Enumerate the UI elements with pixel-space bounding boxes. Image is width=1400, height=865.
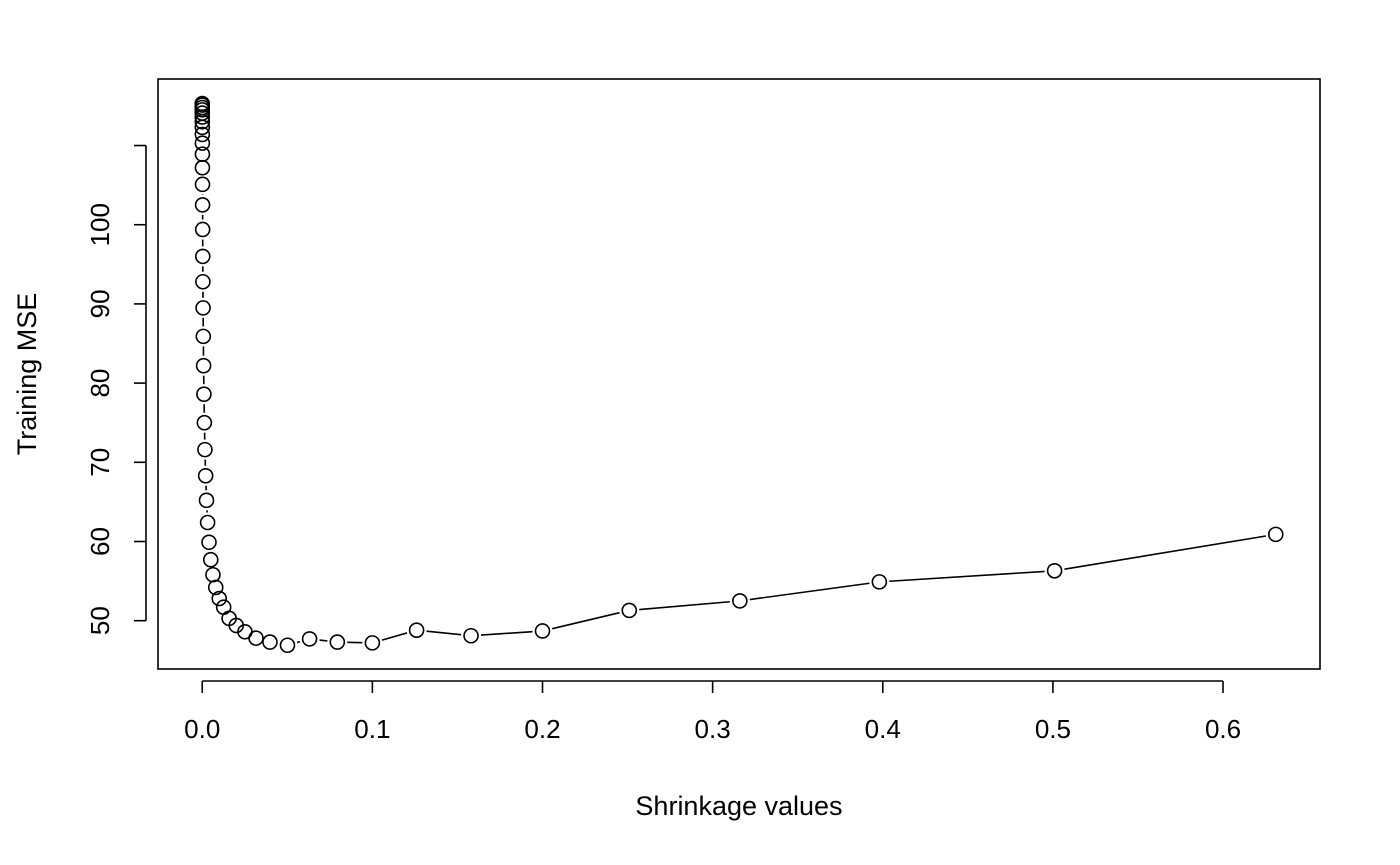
x-tick-label: 0.3 [695,714,731,744]
data-point [1267,526,1284,543]
data-point [194,197,211,213]
data-point [871,574,888,590]
data-point [202,551,219,568]
data-point [194,109,211,125]
y-tick-label: 60 [85,527,115,556]
data-point [198,492,215,509]
data-point [199,514,216,531]
series-segment [381,632,408,641]
series-segment [319,639,328,642]
x-tick-label: 0.2 [524,714,560,744]
data-point [196,414,213,431]
data-point [194,159,211,176]
data-point [463,627,479,644]
y-axis-label: Training MSE [12,293,42,456]
data-point [211,590,228,607]
data-point [194,248,211,265]
data-point [197,467,214,484]
data-point [301,631,318,647]
data-point [194,135,211,151]
y-tick-label: 50 [85,606,115,635]
x-tick-label: 0.0 [184,714,220,744]
data-point [408,622,425,638]
data-point [207,579,224,596]
data-point [194,221,211,238]
y-tick-label: 80 [85,369,115,398]
data-point [201,534,217,551]
x-tick-label: 0.6 [1205,714,1241,744]
x-axis: 0.0 0.1 0.2 0.3 0.4 0.5 0.6 [184,680,1241,744]
x-axis-label: Shrinkage values [635,791,842,821]
x-tick-label: 0.4 [865,714,901,744]
data-point [329,634,346,650]
series-segment [480,630,533,636]
series-segment [1064,535,1267,570]
data-point [194,113,211,130]
data-point [205,566,221,583]
data-point [732,593,748,609]
data-point [194,119,211,136]
y-tick-label: 100 [85,203,115,246]
data-point [248,630,264,646]
data-point [194,176,211,193]
data-point [621,602,638,619]
data-point [195,328,212,345]
series-segment [296,640,301,644]
y-tick-label: 70 [85,448,115,477]
y-axis: 50 60 70 80 90 100 [85,144,147,635]
data-point [194,146,211,163]
plot-frame [157,78,1321,670]
data-point [1046,562,1063,579]
data-point [262,634,278,650]
data-point [364,635,381,651]
x-tick-label: 0.5 [1035,714,1071,744]
series-segment [889,570,1045,583]
data-point [197,441,213,458]
data-point [279,637,296,654]
series-segment [749,582,870,601]
data-point [195,273,211,290]
data-point [534,623,551,639]
series-segment [552,611,620,630]
x-tick-label: 0.1 [354,714,390,744]
data-point [195,300,211,316]
data-point [194,126,211,143]
data-point [196,386,212,402]
series-layer [194,95,1284,654]
y-tick-label: 90 [85,289,115,318]
series-segment [426,630,462,636]
data-point [195,357,212,374]
series-segment [639,600,730,611]
